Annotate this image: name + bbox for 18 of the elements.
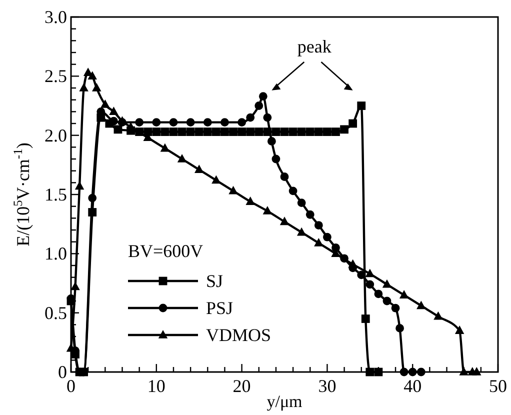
legend-title: BV=600V — [128, 241, 204, 261]
y-tick-label: 2.0 — [44, 125, 67, 146]
x-tick-label: 40 — [404, 376, 422, 396]
annotation: peak — [297, 36, 332, 56]
legend-label: VDMOS — [206, 325, 272, 345]
legend-label: SJ — [206, 271, 224, 291]
x-tick-label: 30 — [318, 376, 336, 396]
y-tick-label: 1.0 — [44, 244, 67, 264]
legend-label: PSJ — [206, 298, 234, 318]
y-tick-label: 3.0 — [44, 7, 67, 27]
x-tick-label: 20 — [232, 376, 251, 396]
y-tick-label: 1.5 — [44, 184, 67, 204]
y-tick-label: 0 — [58, 362, 67, 382]
y-tick-label: 0.5 — [44, 302, 67, 323]
x-tick-label: 50 — [489, 376, 507, 396]
x-tick-label: 10 — [147, 376, 166, 396]
x-axis-title: y/μm — [266, 392, 302, 411]
y-tick-label: 2.5 — [44, 66, 67, 86]
